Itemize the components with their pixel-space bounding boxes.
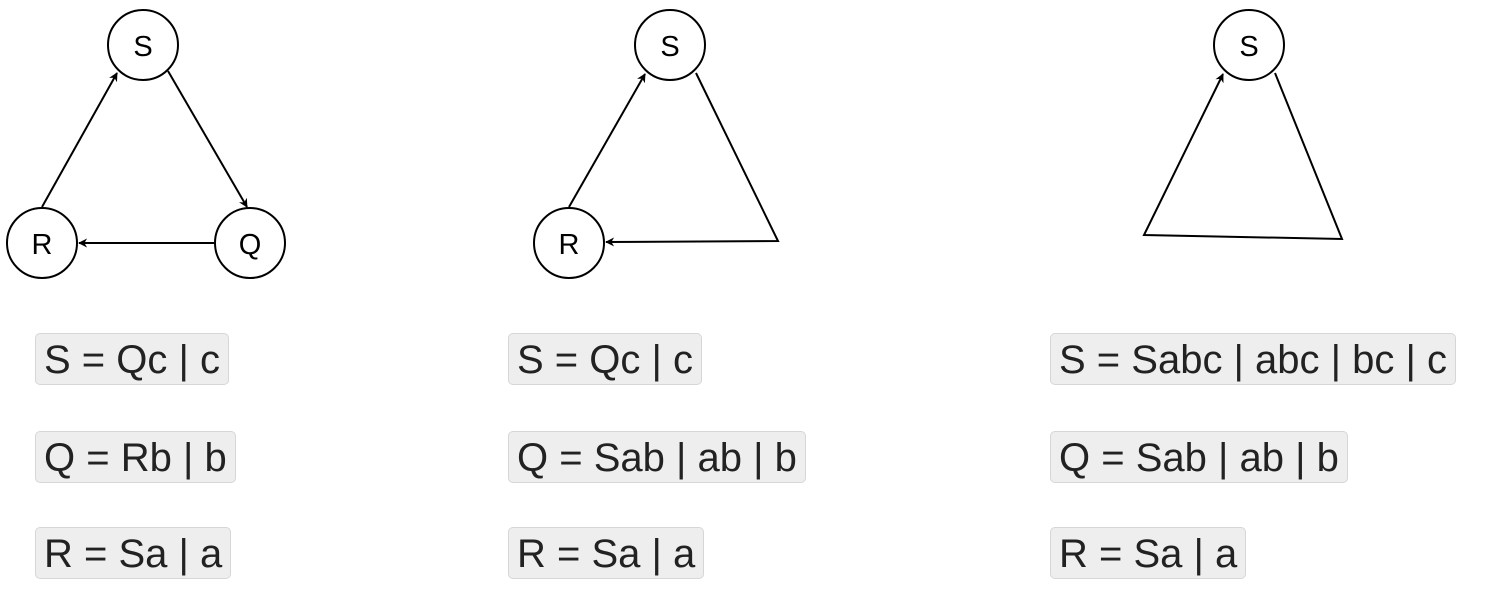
- grammar-rule-r: R = Sa | a: [1050, 527, 1247, 579]
- edge-r-to-s: [568, 73, 646, 208]
- node-s: S: [107, 9, 179, 81]
- grammar-rule-s: S = Qc | c: [35, 333, 229, 385]
- diagram-2: S R: [533, 9, 780, 279]
- node-r-label: R: [559, 229, 580, 261]
- node-r-label: R: [32, 229, 53, 261]
- grammar-rule-q: Q = Sab | ab | b: [508, 431, 806, 483]
- grammar-rule-s: S = Sabc | abc | bc | c: [1050, 333, 1457, 385]
- node-r: R: [533, 207, 605, 279]
- grammar-rule-q: Q = Sab | ab | b: [1050, 431, 1348, 483]
- node-r: R: [6, 207, 78, 279]
- grammar-rule-r: R = Sa | a: [508, 527, 705, 579]
- edge-s-to-r: [605, 72, 780, 247]
- diagram-1: S Q R: [6, 9, 286, 279]
- node-s: S: [1213, 9, 1285, 81]
- grammar-rule-s: S = Qc | c: [508, 333, 702, 385]
- node-s-label: S: [660, 31, 679, 63]
- edge-s-self-loop: [1142, 72, 1344, 241]
- node-q-label: Q: [239, 229, 262, 261]
- node-q: Q: [214, 207, 286, 279]
- edge-s-to-q: [167, 70, 248, 208]
- grammar-rule-q: Q = Rb | b: [35, 431, 236, 483]
- node-s-label: S: [1239, 31, 1258, 63]
- grammar-rule-r: R = Sa | a: [35, 527, 232, 579]
- node-s: S: [634, 9, 706, 81]
- node-s-label: S: [133, 31, 152, 63]
- diagram-3: S: [1142, 9, 1344, 241]
- edge-r-to-s: [41, 72, 118, 208]
